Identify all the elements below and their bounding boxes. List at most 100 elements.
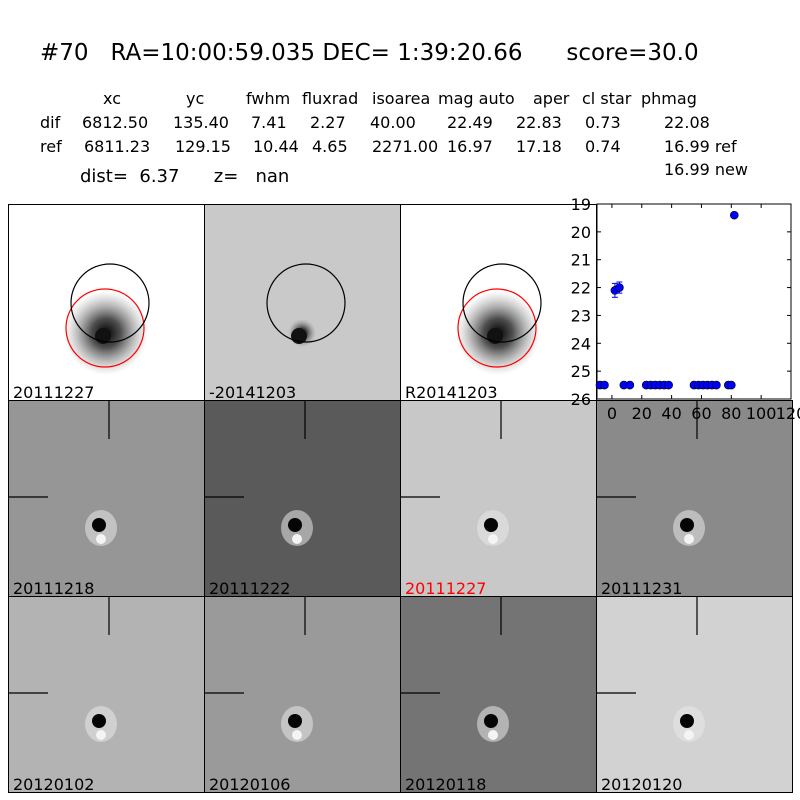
table-cell: 16.99 ref: [664, 137, 737, 156]
y-tick-label: 25: [571, 362, 591, 381]
residual-core: [288, 518, 302, 532]
x-tick-label: 40: [661, 404, 681, 423]
x-tick-label: 20: [632, 404, 652, 423]
data-point: [729, 210, 739, 220]
phmag-new: 16.99 new: [664, 160, 748, 179]
table-cell: 129.15: [175, 137, 231, 156]
stamp-image: [205, 597, 313, 742]
residual-core: [680, 714, 694, 728]
stamp-date-label: 20120120: [601, 775, 683, 793]
y-tick-label: 26: [571, 390, 591, 409]
stamp-image: [9, 401, 117, 546]
table-cell: 22.08: [664, 113, 710, 132]
stamp-date-label: -20141203: [209, 383, 297, 401]
x-tick-label: 0: [607, 404, 617, 423]
data-point: [664, 380, 673, 390]
data-point: [712, 380, 721, 390]
stamp-date-label: 20111222: [209, 579, 291, 597]
residual-core: [92, 518, 106, 532]
stamp-panel: 20111222: [204, 400, 401, 597]
table-cell: 0.73: [585, 113, 621, 132]
residual-bright: [292, 534, 302, 544]
stamp-panel: 20111227: [400, 400, 597, 597]
column-header-fwhm: fwhm: [246, 89, 291, 108]
stamp-image: [456, 263, 542, 375]
table-cell: 10.44: [253, 137, 299, 156]
y-tick-label: 21: [571, 251, 591, 270]
column-header-xc: xc: [103, 89, 121, 108]
y-tick-label: 24: [571, 334, 591, 353]
table-cell: 2271.00: [372, 137, 439, 156]
x-tick-label: 80: [721, 404, 741, 423]
ref-circle: [65, 288, 145, 368]
data-point: [625, 380, 635, 390]
table-cell: 4.65: [312, 137, 348, 156]
stamp-panel: -20141203: [204, 204, 401, 401]
residual-core: [484, 714, 498, 728]
column-header-cl-star: cl star: [582, 89, 632, 108]
residual-bright: [292, 730, 302, 740]
page-title: #70 RA=10:00:59.035 DEC= 1:39:20.66 scor…: [40, 40, 699, 66]
column-header-mag-auto: mag auto: [438, 89, 515, 108]
residual-core: [680, 518, 694, 532]
data-point: [727, 380, 736, 390]
stamp-date-label: 20111231: [601, 579, 683, 597]
column-header-phmag: phmag: [641, 89, 697, 108]
residual-bright: [488, 730, 498, 740]
stamp-panel: 20120102: [8, 596, 205, 793]
stamp-image: [597, 401, 705, 546]
detection-circle: [266, 263, 346, 343]
stamp-image: [401, 401, 509, 546]
residual-bright: [488, 534, 498, 544]
stamp-image: [64, 263, 150, 375]
table-cell: 6811.23: [84, 137, 151, 156]
stamp-image: [597, 597, 705, 742]
table-cell: 17.18: [516, 137, 562, 156]
stamp-date-label: 20111218: [13, 579, 95, 597]
stamp-panel: R20141203: [400, 204, 597, 401]
x-tick-label: 60: [691, 404, 711, 423]
stamp-date-label: 20120118: [405, 775, 487, 793]
stamp-date-label: 20120102: [13, 775, 95, 793]
column-header-fluxrad: fluxrad: [302, 89, 359, 108]
plot-frame: [596, 203, 792, 400]
data-point: [600, 380, 609, 390]
stamp-panel: 20111218: [8, 400, 205, 597]
distance-line: dist= 6.37 z= nan: [80, 166, 290, 187]
table-cell: 22.49: [447, 113, 493, 132]
y-tick-label: 20: [571, 223, 591, 242]
residual-bright: [684, 730, 694, 740]
data-point: [615, 283, 624, 292]
column-header-aper: aper: [533, 89, 570, 108]
ref-circle: [457, 288, 537, 368]
residual-core: [484, 518, 498, 532]
residual-core: [92, 714, 106, 728]
detection-circle: [70, 263, 150, 343]
table-cell: 6812.50: [82, 113, 149, 132]
table-cell: 2.27: [310, 113, 346, 132]
x-tick-label: 120: [776, 404, 800, 423]
stamp-image: [401, 597, 509, 742]
stamp-image: [266, 263, 346, 347]
y-tick-label: 22: [571, 279, 591, 298]
column-header-isoarea: isoarea: [372, 89, 431, 108]
stamp-panel: 20120120: [596, 596, 793, 793]
table-cell: 40.00: [370, 113, 416, 132]
stamp-panel: 20111231: [596, 400, 793, 597]
detection-circle: [462, 263, 542, 343]
residual-bright: [96, 730, 106, 740]
stamp-image: [9, 597, 117, 742]
table-cell: 22.83: [516, 113, 562, 132]
residual-bright: [96, 534, 106, 544]
table-cell: 0.74: [585, 137, 621, 156]
stamp-date-label: R20141203: [405, 383, 498, 401]
stamp-date-label: 20111227: [13, 383, 95, 401]
table-cell: 7.41: [251, 113, 287, 132]
table-cell: 16.97: [447, 137, 493, 156]
y-tick-label: 19: [571, 195, 591, 214]
row-label-ref: ref: [40, 137, 62, 156]
x-tick-label: 100: [746, 404, 777, 423]
stamp-image: [205, 401, 313, 546]
y-tick-label: 23: [571, 306, 591, 325]
